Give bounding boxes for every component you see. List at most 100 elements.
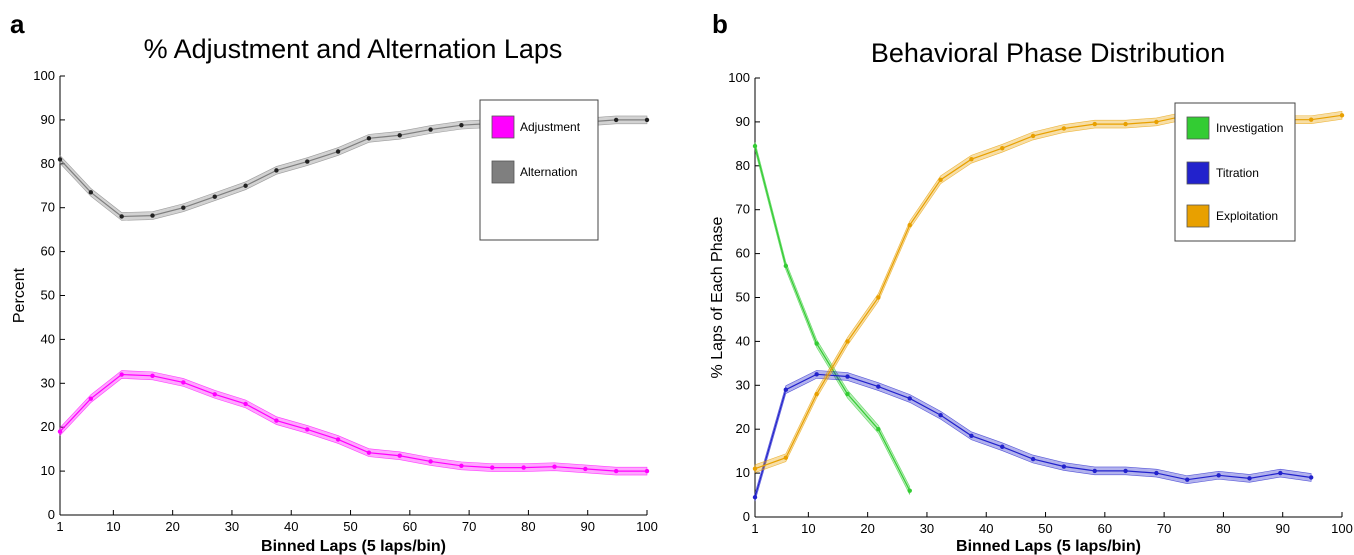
data-point [552, 464, 557, 469]
data-point [907, 222, 912, 228]
panel-letter: a [10, 9, 25, 39]
chart-panel-a: a % Adjustment and Alternation Laps 0 10 20 3… [10, 9, 658, 555]
data-point [1123, 121, 1128, 127]
data-point [752, 143, 758, 149]
data-point [613, 468, 619, 474]
chart-panel-b: b Behavioral Phase Distribution 0 10 20 30 40 5… [709, 9, 1353, 555]
x-tick-label: 80 [1216, 521, 1230, 536]
data-point [876, 427, 881, 432]
series-line [59, 373, 647, 472]
data-point [490, 465, 495, 470]
y-tick-label: 80 [41, 156, 55, 171]
data-point [150, 213, 155, 218]
y-axis-label: Percent [11, 267, 28, 323]
x-tick-label: 30 [920, 521, 934, 536]
series-band [754, 142, 911, 495]
data-point [212, 194, 217, 199]
series-line [754, 145, 911, 491]
data-point [1308, 475, 1314, 480]
data-point [1339, 113, 1345, 118]
series-adjustment [57, 370, 650, 476]
legend-swatch [1186, 204, 1210, 228]
x-tick-label: 60 [1098, 521, 1112, 536]
x-tick-label: 1 [751, 521, 758, 536]
data-point [1030, 456, 1036, 462]
x-tick-label: 100 [636, 519, 658, 534]
data-point [644, 468, 650, 474]
y-tick-label: 20 [41, 419, 55, 434]
legend-label: Investigation [1216, 121, 1283, 135]
x-tick-label: 90 [580, 519, 594, 534]
series-investigation [752, 142, 912, 495]
y-tick-label: 70 [41, 200, 55, 215]
x-tick-label: 40 [284, 519, 298, 534]
data-point [335, 149, 341, 154]
data-point [1278, 470, 1283, 476]
y-tick-label: 40 [736, 333, 750, 348]
y-tick-label: 30 [736, 377, 750, 392]
data-point [1092, 468, 1097, 474]
data-point [459, 463, 464, 469]
data-point [1092, 121, 1097, 127]
x-tick-label: 1 [56, 519, 63, 534]
data-point [428, 459, 433, 464]
y-tick-label: 40 [41, 331, 55, 346]
x-tick-label: 60 [403, 519, 417, 534]
data-point [57, 157, 63, 162]
y-tick-label: 90 [736, 114, 750, 129]
data-point [181, 380, 186, 385]
x-axis-label: Binned Laps (5 laps/bin) [261, 538, 446, 555]
data-point [876, 295, 881, 300]
data-point [845, 374, 850, 379]
data-point [521, 465, 526, 470]
x-tick-label: 10 [801, 521, 815, 536]
data-point [814, 391, 819, 397]
legend-swatch [491, 160, 515, 184]
data-point [1000, 146, 1005, 151]
x-tick-label: 20 [165, 519, 179, 534]
data-point [644, 117, 650, 123]
data-point [150, 373, 155, 379]
data-point [1123, 468, 1128, 474]
y-tick-label: 0 [743, 509, 750, 524]
y-tick-label: 70 [736, 202, 750, 217]
data-point [274, 168, 279, 173]
legend-label: Exploitation [1216, 209, 1278, 223]
data-point [366, 450, 372, 455]
data-point [1154, 119, 1159, 125]
data-point [783, 455, 789, 460]
data-point [88, 396, 94, 401]
data-point [1030, 133, 1036, 139]
data-point [1216, 473, 1221, 478]
x-tick-label: 100 [1331, 521, 1353, 536]
panel-letter: b [712, 9, 728, 39]
legend: Investigation Titration Exploitation [1174, 102, 1296, 242]
x-tick-label: 40 [979, 521, 993, 536]
x-tick-label: 70 [1157, 521, 1171, 536]
y-tick-label: 50 [736, 290, 750, 305]
data-point [366, 136, 372, 141]
x-tick-label: 10 [106, 519, 120, 534]
legend-swatch [1186, 116, 1210, 140]
x-tick-label: 50 [1038, 521, 1052, 536]
series-band [754, 111, 1343, 474]
data-point [305, 159, 310, 164]
data-point [814, 372, 819, 377]
y-tick-label: 80 [736, 158, 750, 173]
chart-title: % Adjustment and Alternation Laps [144, 34, 563, 64]
data-point [969, 433, 974, 438]
data-point [783, 387, 789, 392]
data-point [907, 488, 912, 493]
y-tick-label: 20 [736, 421, 750, 436]
data-point [845, 391, 850, 397]
legend-label: Alternation [520, 165, 577, 179]
data-point [305, 427, 310, 432]
data-point [88, 190, 94, 195]
data-point [243, 183, 248, 188]
data-point [1185, 477, 1190, 482]
y-tick-label: 0 [48, 507, 55, 522]
series-band [59, 115, 648, 221]
data-point [1154, 470, 1159, 476]
data-point [57, 429, 63, 434]
data-point [212, 392, 217, 397]
